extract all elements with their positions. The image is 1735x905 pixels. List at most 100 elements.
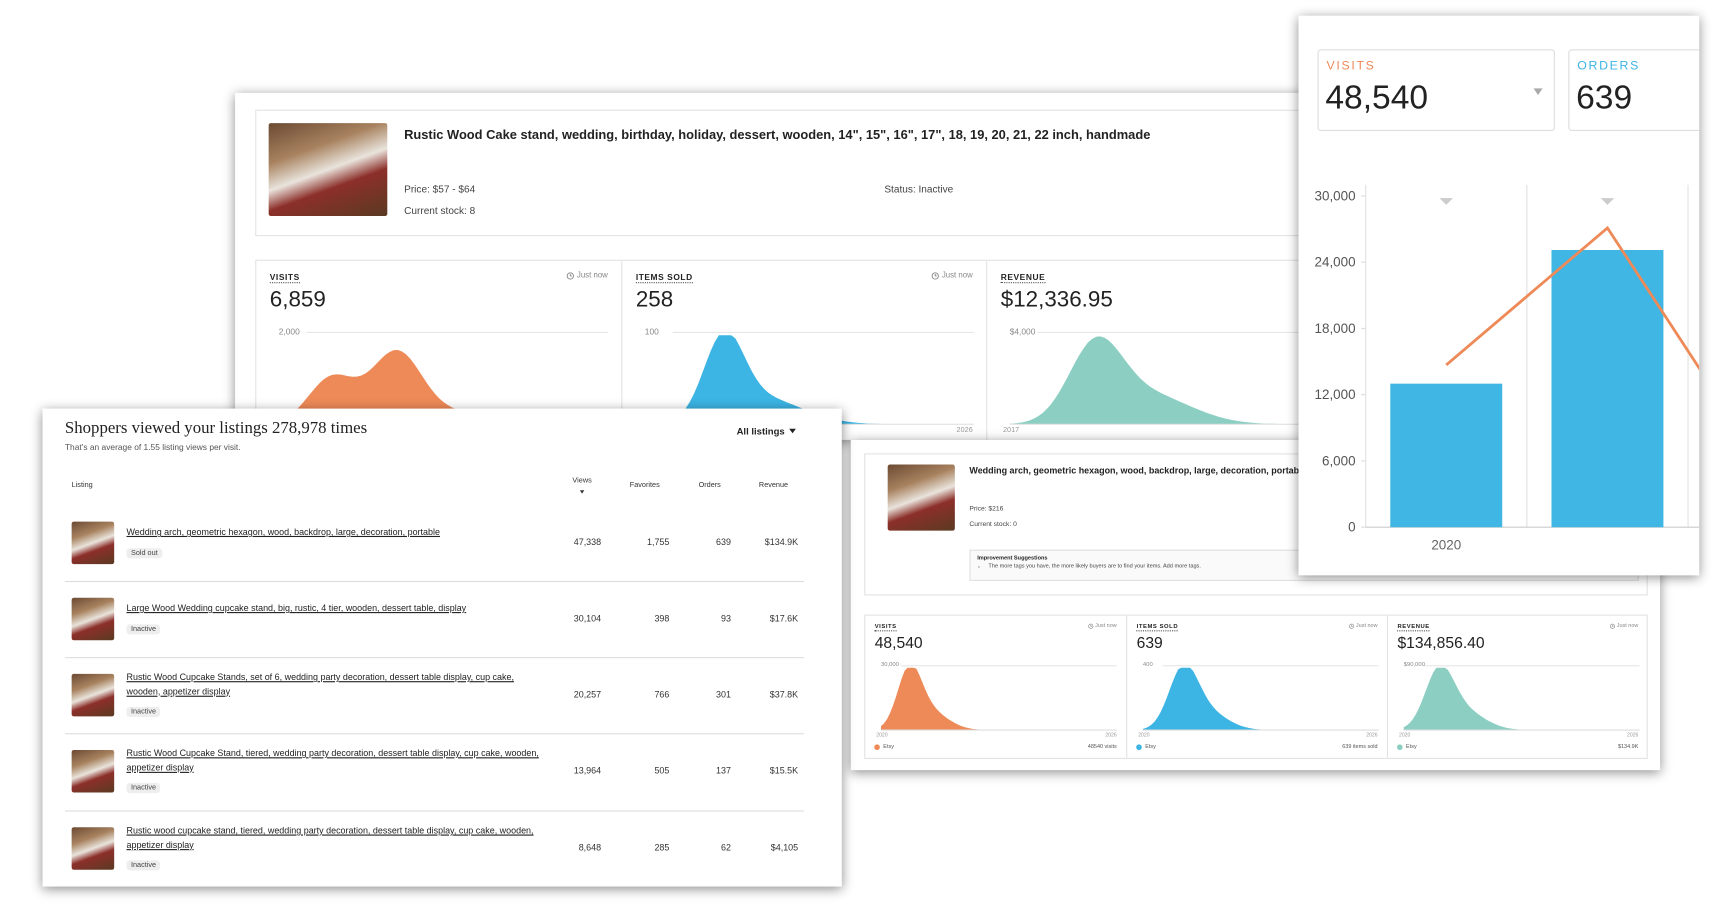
cell-orders: 62 <box>720 842 731 853</box>
scale-label: 30,000 <box>880 661 899 669</box>
stat-chart <box>1009 331 1339 425</box>
listing-link[interactable]: Large Wood Wedding cupcake stand, big, r… <box>126 603 467 614</box>
stat-value: 639 <box>1136 633 1163 652</box>
y-tick-label: 18,000 <box>1315 321 1356 336</box>
cell-revenue: $4,105 <box>770 842 799 853</box>
thumbnail <box>71 749 115 793</box>
row-separator <box>64 580 804 583</box>
scale-label: 100 <box>644 326 659 337</box>
area-shape <box>644 335 974 425</box>
listing-title: Wedding arch, geometric hexagon, wood, b… <box>969 465 1307 476</box>
stats-row: VISITS Just now 48,540 30,000 2020 2026 Etsy 48… <box>864 614 1648 759</box>
updated-time: Just now <box>1349 623 1378 630</box>
zoom-panel: VISITS 48,540 ORDERS 639 0 6,000 12,000 18,000 2… <box>1298 15 1700 576</box>
x-end-label: 2026 <box>1627 731 1639 738</box>
x-end-label: 2026 <box>1366 731 1378 738</box>
clock-hands <box>1090 624 1092 627</box>
column-header: Favorites <box>629 481 660 490</box>
cell-orders: 137 <box>716 765 731 776</box>
column-header: Revenue <box>758 481 789 490</box>
legend-text: Etsy <box>1145 744 1156 750</box>
stat-value: 258 <box>635 287 674 313</box>
filter-text: All listings <box>736 425 785 437</box>
cell-orders: 639 <box>716 537 731 548</box>
listing-link[interactable]: Rustic Wood Cupcake Stands, set of 6, we… <box>126 672 514 697</box>
scale-label: $4,000 <box>1009 326 1036 337</box>
column-header: Listing <box>71 481 93 490</box>
updated-time: Just now <box>1088 623 1117 629</box>
cell-favorites: 398 <box>654 613 670 624</box>
legend-text: Etsy <box>883 744 894 750</box>
listing-cell: Rustic Wood Cupcake Stands, set of 6, we… <box>126 671 546 719</box>
updated-time: Just now <box>567 272 608 280</box>
stat-card: REVENUE Just now $134,856.40 $90,000 2020 202… <box>1386 615 1647 758</box>
bar <box>1551 250 1664 528</box>
clock-face <box>567 272 575 280</box>
clock-icon <box>932 272 940 280</box>
legend-dot <box>1397 744 1403 750</box>
stat-value: 6,859 <box>269 287 326 313</box>
price: Price: $57 - $64 <box>404 183 476 195</box>
listing-link[interactable]: Rustic Wood Cupcake Stand, tiered, weddi… <box>126 748 539 773</box>
cell-views: 30,104 <box>573 613 602 624</box>
legend-total: 639 items sold <box>1342 744 1378 750</box>
cell-revenue: $134.9K <box>764 537 799 548</box>
listing-link[interactable]: Wedding arch, geometric hexagon, wood, b… <box>126 526 440 538</box>
stat-label: REVENUE <box>1000 272 1046 284</box>
listing-cell: Large Wood Wedding cupcake stand, big, r… <box>126 602 546 636</box>
status-badge: Inactive <box>126 860 161 871</box>
filter-dropdown[interactable]: All listings <box>736 425 796 437</box>
updated-time: Just now <box>1609 623 1639 630</box>
clock-face <box>1349 623 1355 629</box>
legend-entry: Etsy <box>874 744 894 750</box>
cell-views: 20,257 <box>573 689 602 700</box>
cell-orders: 301 <box>716 689 731 700</box>
listings-table-panel: Shoppers viewed your listings 278,978 ti… <box>42 408 842 887</box>
x-start-label: 2020 <box>1138 731 1150 738</box>
cell-views: 8,648 <box>578 842 602 853</box>
stat-chart <box>1142 665 1379 731</box>
scale-label: 400 <box>1142 661 1153 669</box>
x-tick-label: 2020 <box>1431 538 1461 553</box>
thumbnail <box>71 673 115 717</box>
thumbnail <box>71 521 115 565</box>
clock-hands <box>570 273 573 277</box>
x-start-label: 2017 <box>1002 426 1020 435</box>
kpi-card: VISITS 48,540 <box>1317 49 1555 131</box>
row-separator <box>64 810 804 812</box>
thumbnail <box>71 597 115 641</box>
x-end-label: 2026 <box>956 426 973 435</box>
cell-favorites: 766 <box>654 689 670 700</box>
x-start-label: 2020 <box>1399 731 1411 738</box>
area-shape <box>1403 667 1640 731</box>
listing-link[interactable]: Rustic wood cupcake stand, tiered, weddi… <box>126 825 534 850</box>
updated-text: Just now <box>941 272 973 280</box>
y-tick-label: 12,000 <box>1315 387 1356 402</box>
stat-label: VISITS <box>269 272 300 284</box>
updated-text: Just now <box>1616 623 1639 630</box>
area-shape <box>880 667 1117 731</box>
y-tick-label: 30,000 <box>1315 188 1356 203</box>
stat-label: REVENUE <box>1397 623 1430 632</box>
updated-text: Just now <box>1355 623 1378 630</box>
cell-views: 13,964 <box>573 765 602 776</box>
cell-views: 47,338 <box>573 537 602 548</box>
legend-entry: Etsy <box>1397 744 1417 750</box>
listing-cell: Rustic wood cupcake stand, tiered, weddi… <box>126 824 546 872</box>
column-header: Views <box>572 476 592 485</box>
legend-dot <box>1136 744 1143 750</box>
x-start-label: 2020 <box>876 731 888 738</box>
x-end-label: 2026 <box>1105 731 1117 738</box>
bar <box>1390 383 1503 528</box>
cell-favorites: 505 <box>654 765 670 776</box>
stat-label: ITEMS SOLD <box>1136 623 1179 632</box>
legend-dot <box>874 744 881 750</box>
stock: Current stock: 8 <box>404 204 476 217</box>
hover-marker <box>1600 198 1615 205</box>
table-subtitle: That's an average of 1.55 listing views … <box>64 442 241 453</box>
clock-face <box>1088 623 1094 629</box>
kpi-caret[interactable] <box>1533 88 1543 96</box>
kpi-label: VISITS <box>1326 59 1376 73</box>
